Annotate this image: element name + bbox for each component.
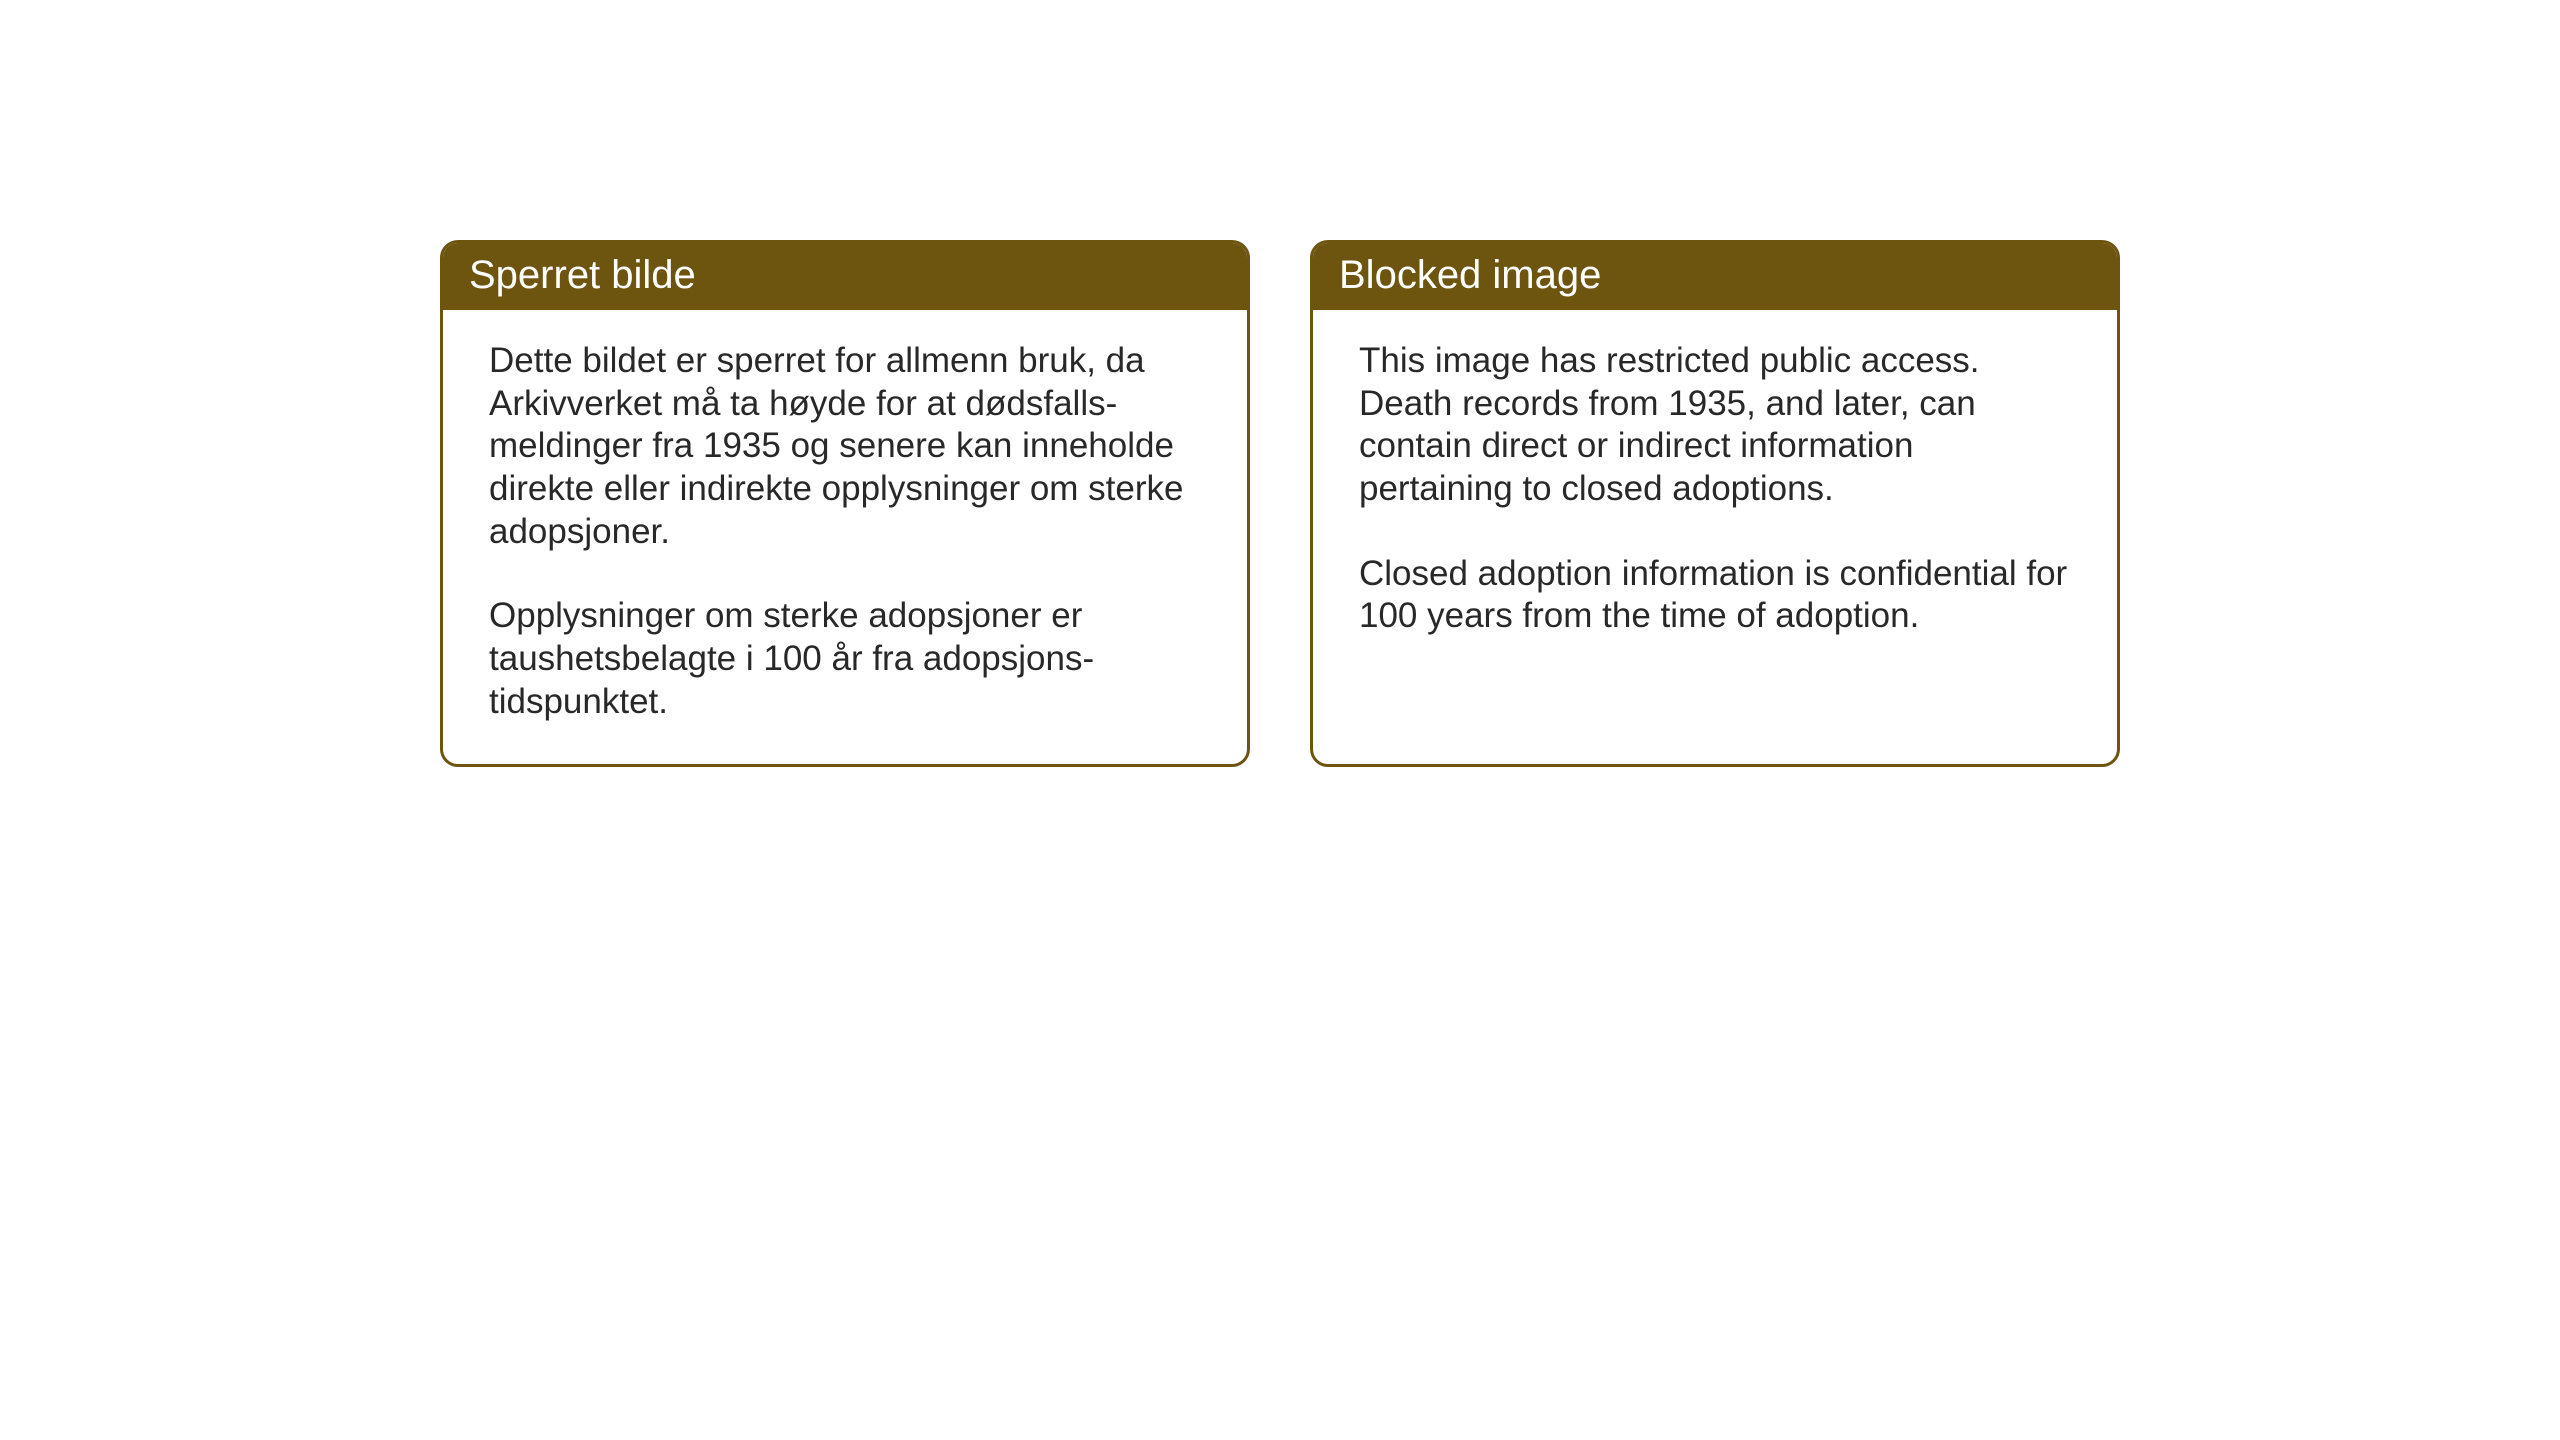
card-body-english: This image has restricted public access.…	[1313, 310, 2117, 740]
card-paragraph-1: Dette bildet er sperret for allmenn bruk…	[489, 340, 1201, 553]
card-header-norwegian: Sperret bilde	[443, 243, 1247, 310]
card-body-norwegian: Dette bildet er sperret for allmenn bruk…	[443, 310, 1247, 764]
card-paragraph-2: Opplysninger om sterke adopsjoner er tau…	[489, 595, 1201, 723]
notice-card-english: Blocked image This image has restricted …	[1310, 240, 2120, 767]
card-header-english: Blocked image	[1313, 243, 2117, 310]
notice-cards-container: Sperret bilde Dette bildet er sperret fo…	[440, 240, 2120, 767]
notice-card-norwegian: Sperret bilde Dette bildet er sperret fo…	[440, 240, 1250, 767]
card-paragraph-2: Closed adoption information is confident…	[1359, 553, 2071, 638]
card-title: Blocked image	[1339, 253, 1601, 297]
card-paragraph-1: This image has restricted public access.…	[1359, 340, 2071, 511]
card-title: Sperret bilde	[469, 253, 696, 297]
